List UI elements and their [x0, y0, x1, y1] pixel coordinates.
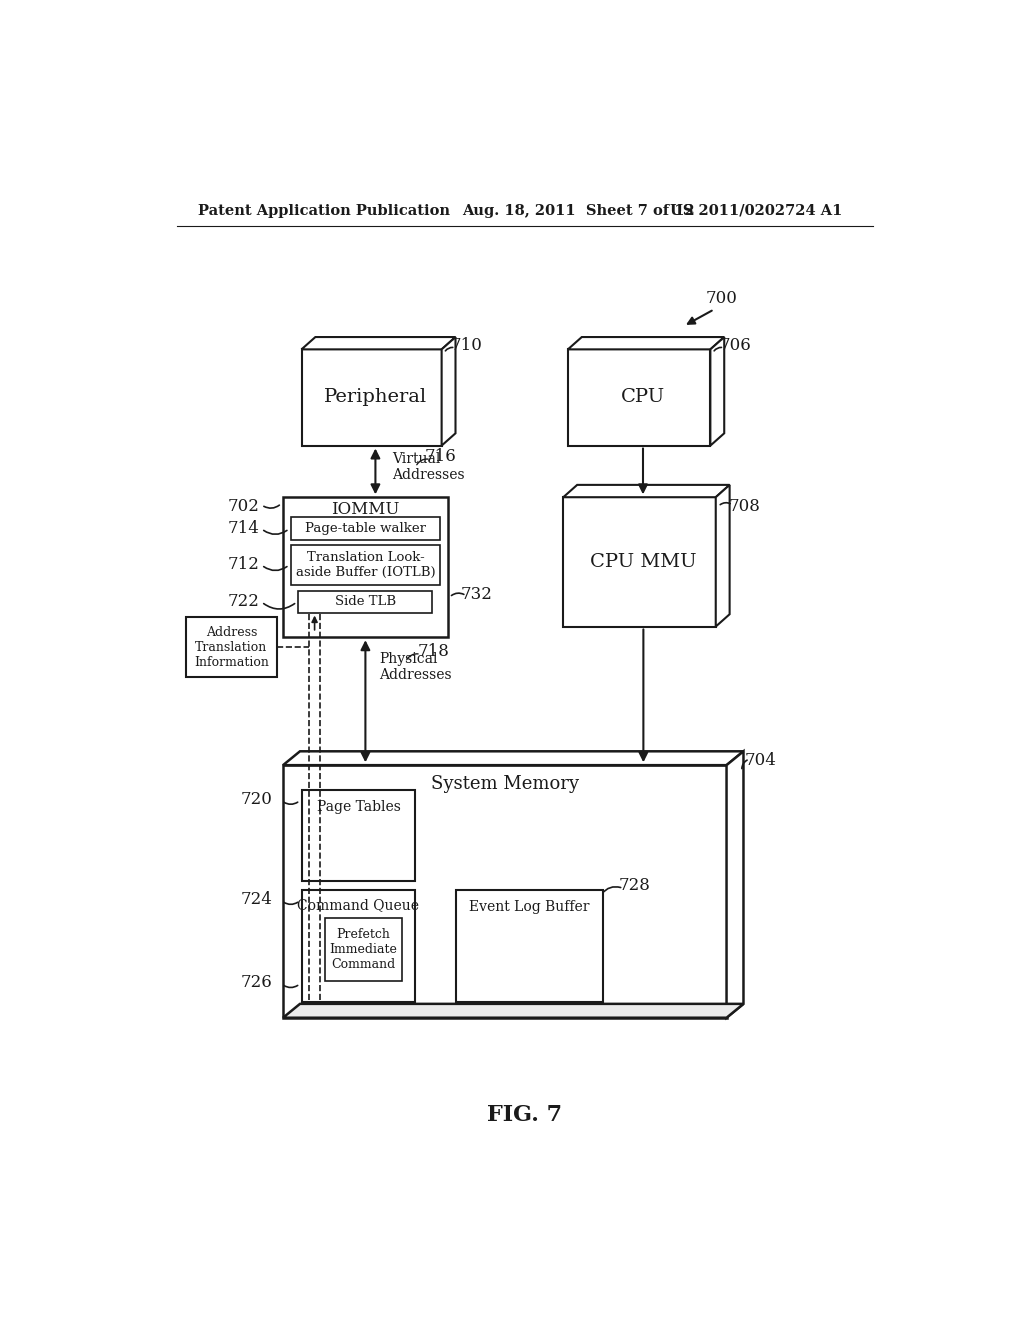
Text: 720: 720	[241, 791, 272, 808]
Bar	[283, 766, 727, 1018]
Text: Prefetch
Immediate
Command: Prefetch Immediate Command	[329, 928, 397, 970]
Text: 710: 710	[451, 337, 482, 354]
Text: 732: 732	[461, 586, 493, 603]
Text: Virtual
Addresses: Virtual Addresses	[392, 451, 465, 482]
Polygon shape	[727, 751, 743, 1018]
Polygon shape	[301, 337, 456, 350]
Bar	[301, 890, 416, 1002]
Polygon shape	[283, 751, 743, 766]
Text: Address
Translation
Information: Address Translation Information	[194, 626, 269, 669]
Text: 708: 708	[729, 498, 761, 515]
Polygon shape	[441, 337, 456, 446]
Polygon shape	[568, 337, 724, 350]
Polygon shape	[283, 1003, 743, 1018]
Bar	[325, 917, 401, 981]
Text: Page-table walker: Page-table walker	[305, 523, 426, 536]
Text: Translation Look-
aside Buffer (IOTLB): Translation Look- aside Buffer (IOTLB)	[296, 550, 435, 579]
Text: 718: 718	[417, 643, 450, 660]
Text: Command Queue: Command Queue	[298, 899, 420, 912]
Text: 728: 728	[618, 876, 650, 894]
Text: Patent Application Publication: Patent Application Publication	[199, 203, 451, 218]
Text: 706: 706	[719, 337, 751, 354]
Text: System Memory: System Memory	[431, 775, 579, 792]
Polygon shape	[716, 484, 730, 627]
Polygon shape	[563, 484, 730, 498]
Bar	[283, 498, 447, 638]
Text: Event Log Buffer: Event Log Buffer	[469, 900, 590, 913]
Text: 712: 712	[228, 557, 260, 573]
Text: CPU MMU: CPU MMU	[590, 553, 696, 570]
Text: IOMMU: IOMMU	[331, 502, 399, 517]
Bar	[456, 890, 603, 1002]
Text: Peripheral: Peripheral	[324, 388, 427, 407]
Bar	[186, 618, 276, 677]
Text: Aug. 18, 2011  Sheet 7 of 12: Aug. 18, 2011 Sheet 7 of 12	[462, 203, 694, 218]
Bar	[291, 545, 440, 585]
Text: CPU: CPU	[621, 388, 665, 407]
Bar	[563, 498, 716, 627]
Text: 702: 702	[228, 498, 260, 515]
Text: 716: 716	[425, 447, 457, 465]
Polygon shape	[711, 337, 724, 446]
Text: US 2011/0202724 A1: US 2011/0202724 A1	[670, 203, 842, 218]
Text: 700: 700	[706, 290, 738, 308]
Text: 704: 704	[744, 752, 776, 770]
Text: 726: 726	[241, 974, 272, 991]
Text: Page Tables: Page Tables	[316, 800, 400, 813]
Text: FIG. 7: FIG. 7	[487, 1104, 562, 1126]
Text: 722: 722	[228, 594, 260, 610]
Text: Physical
Addresses: Physical Addresses	[379, 652, 452, 681]
Text: 714: 714	[228, 520, 260, 537]
Text: Side TLB: Side TLB	[335, 595, 396, 609]
Bar	[568, 350, 711, 446]
Text: 724: 724	[241, 891, 272, 908]
Bar	[298, 591, 432, 612]
Bar	[301, 350, 441, 446]
Bar	[291, 517, 440, 540]
Bar	[301, 789, 416, 880]
